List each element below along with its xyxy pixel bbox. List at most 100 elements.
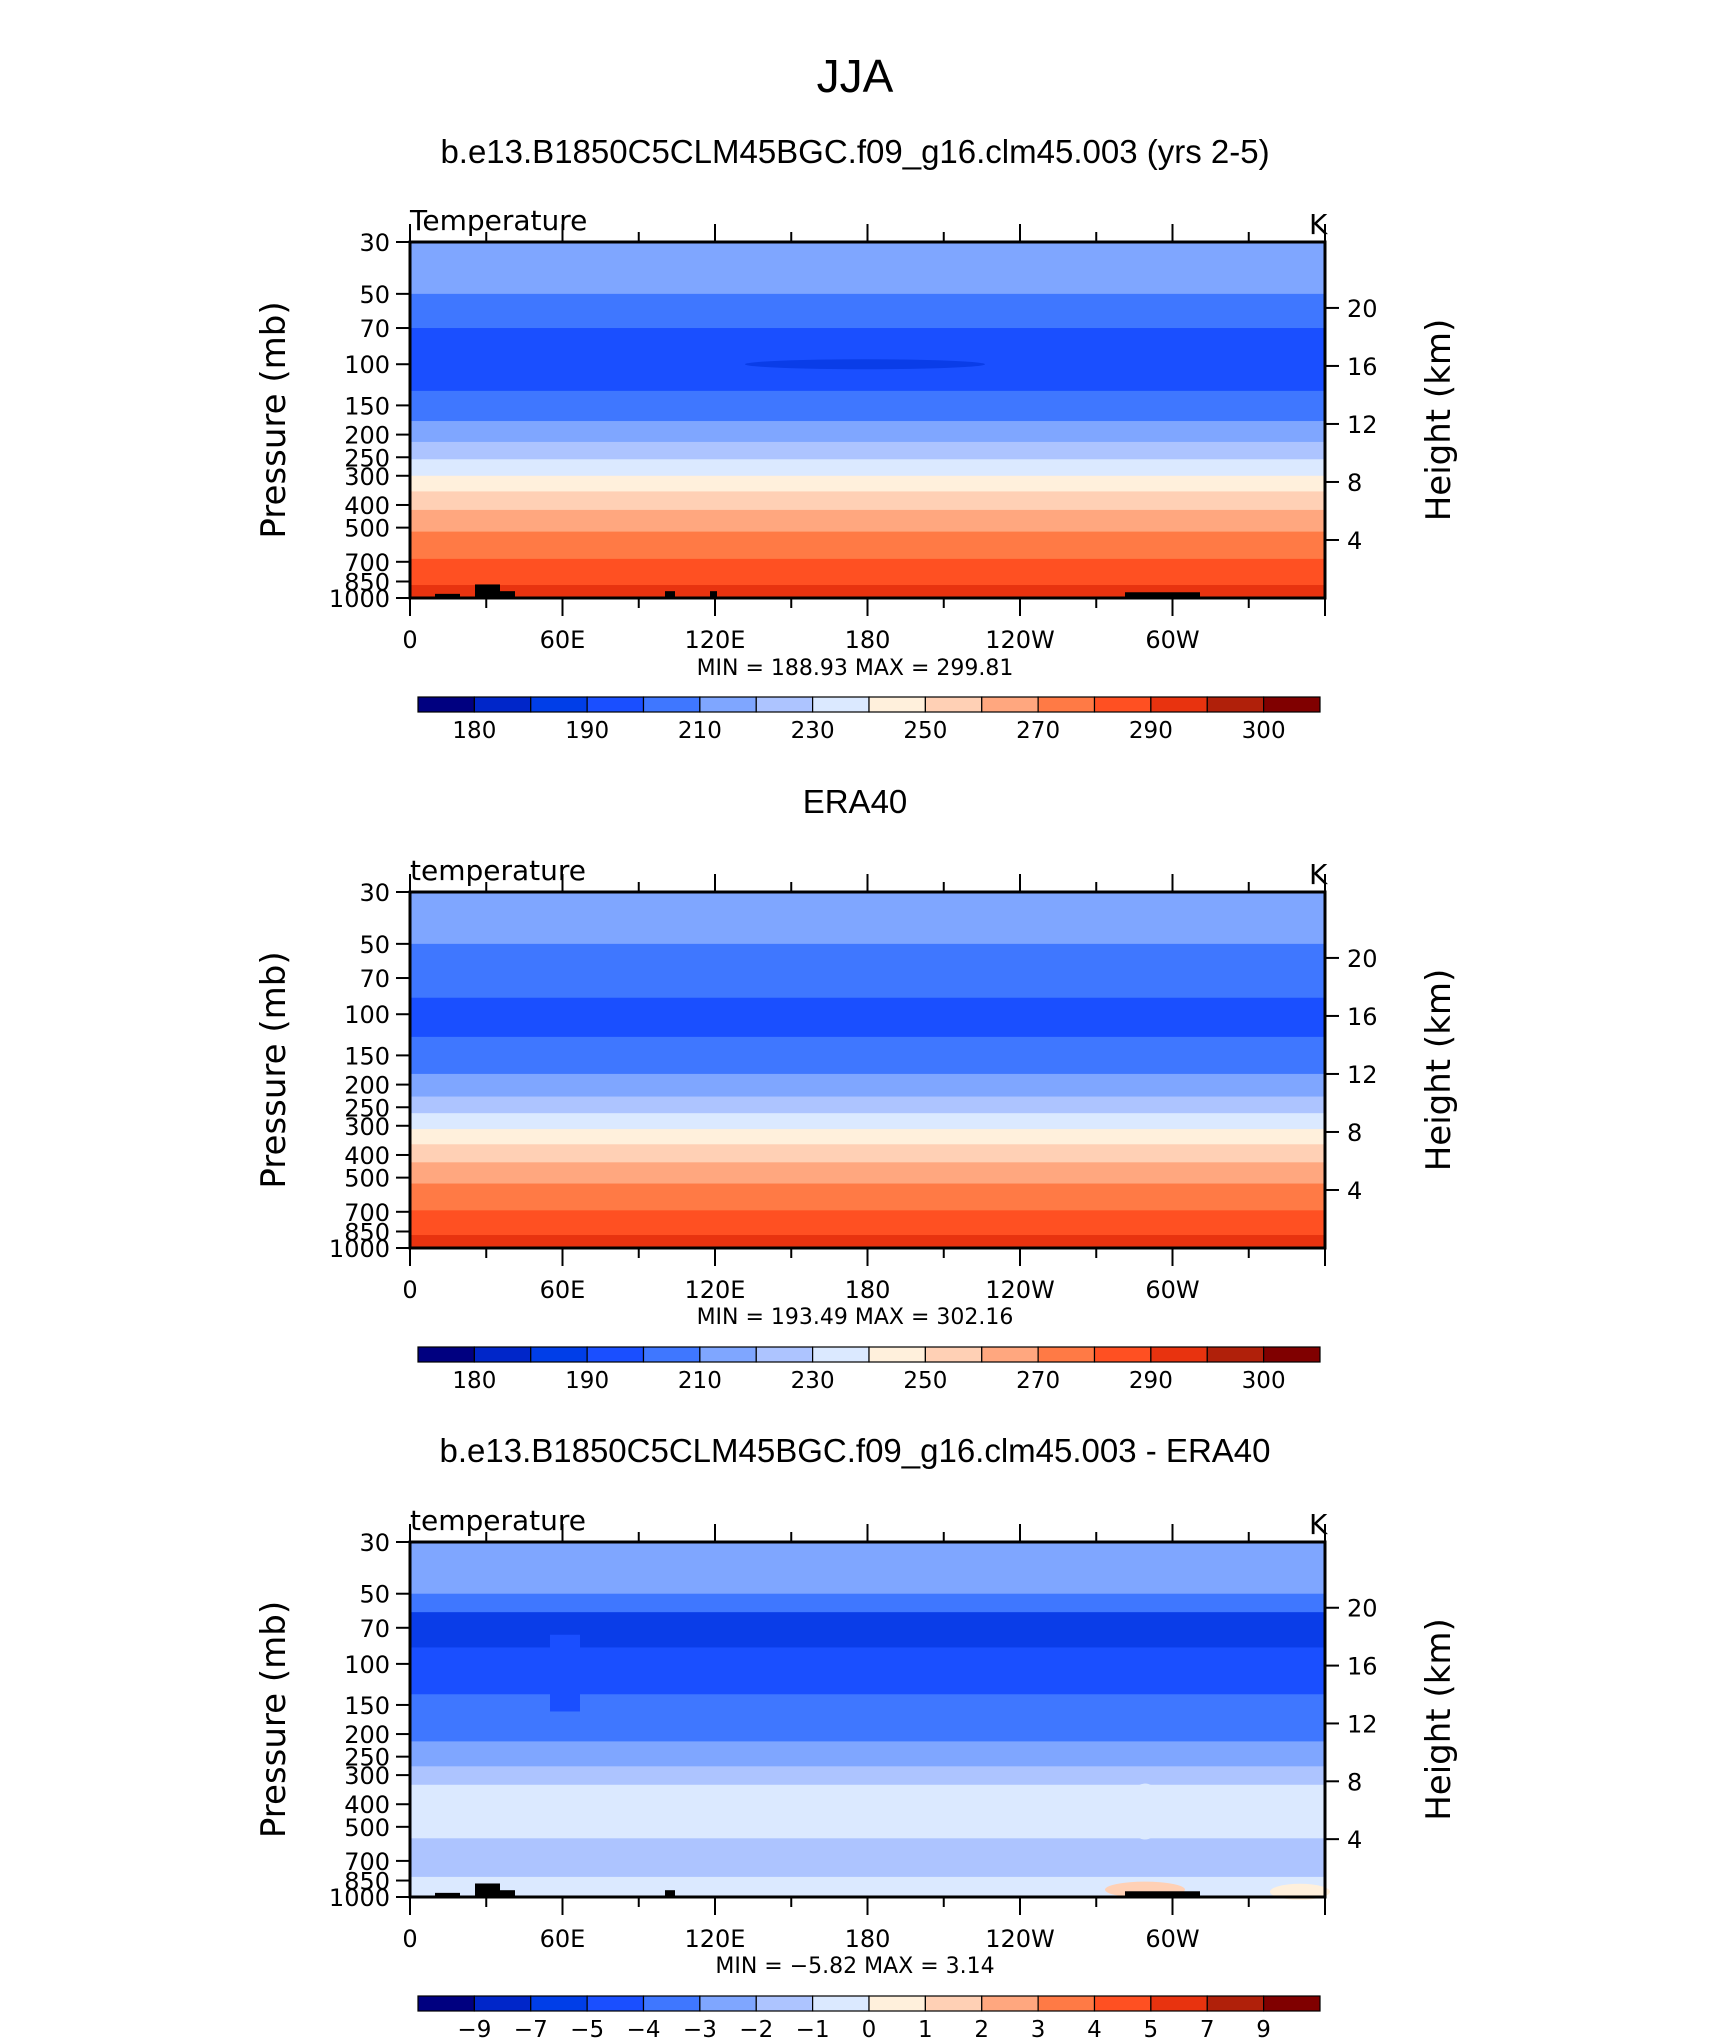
height-tick-label: 12 [1347, 1061, 1378, 1089]
contour-band [410, 1612, 1325, 1648]
topography [475, 584, 500, 598]
colorbar-box [586, 696, 645, 713]
colorbar-label: 3 [1031, 2017, 1046, 2038]
colorbar-label: 250 [903, 718, 947, 744]
contour-band [410, 1593, 1325, 1613]
colorbar: 180 190 210 230 250 270 290 300 [417, 1346, 1321, 1394]
colorbar-box [755, 1995, 814, 2012]
colorbar-box [699, 696, 757, 713]
pressure-tick-label: 400 [344, 1791, 390, 1819]
pressure-tick-label: 100 [344, 1001, 390, 1029]
pressure-tick-label: 850 [344, 1219, 390, 1247]
colorbar-box [417, 696, 475, 713]
contour-band [410, 1183, 1325, 1211]
lon-tick-label: 60W [1145, 626, 1199, 654]
pressure-tick-label: 70 [359, 1615, 390, 1643]
lon-tick-label: 0 [402, 626, 417, 654]
pressure-tick-label: 250 [344, 444, 390, 472]
pressure-tick-label: 100 [344, 1651, 390, 1679]
colorbar-box [1037, 1995, 1096, 2012]
colorbar-box [1093, 1995, 1152, 2012]
lon-tick-label: 0 [402, 1276, 417, 1304]
y-axis-label: Pressure (mb) [254, 1601, 294, 1838]
min-max-readout: MIN = 188.93 MAX = 299.81 [697, 656, 1014, 681]
contour-band [410, 558, 1325, 586]
pressure-tick-label: 1000 [329, 1235, 390, 1263]
topography [710, 591, 717, 598]
colorbar-label: 290 [1129, 718, 1173, 744]
colorbar-box [473, 1346, 532, 1363]
colorbar-box [417, 1346, 475, 1363]
topography [500, 1890, 515, 1897]
height-tick-label: 12 [1347, 411, 1378, 439]
colorbar-label: 1 [918, 2017, 933, 2038]
variable-label: temperature [410, 1504, 586, 1537]
lon-tick-label: 180 [845, 626, 891, 654]
colorbar-box [924, 1995, 983, 2012]
topography [665, 1890, 675, 1897]
panel-title: b.e13.B1850C5CLM45BGC.f09_g16.clm45.003 … [439, 1432, 1270, 1469]
colorbar-box [1037, 696, 1096, 713]
colorbar-label: 180 [452, 718, 496, 744]
colorbar-box [417, 1995, 475, 2012]
y-axis-label-right: Height (km) [1419, 319, 1459, 522]
contour-band [410, 1876, 1325, 1898]
panel-3: b.e13.B1850C5CLM45BGC.f09_g16.clm45.003 … [254, 1432, 1459, 2038]
pressure-tick-label: 150 [344, 1692, 390, 1720]
colorbar-box [1093, 696, 1152, 713]
contour-band [410, 459, 1325, 477]
min-max-readout: MIN = 193.49 MAX = 302.16 [697, 1305, 1014, 1330]
contour-band [410, 1113, 1325, 1130]
colorbar-box [586, 1995, 645, 2012]
contour-band [410, 441, 1325, 460]
cold-tropopause-core [745, 359, 985, 370]
colorbar-box [981, 1346, 1039, 1363]
colorbar-label: 250 [903, 1368, 947, 1394]
pressure-tick-label: 70 [359, 315, 390, 343]
topography [665, 591, 675, 598]
colorbar-box [530, 1995, 588, 2012]
pressure-tick-label: 50 [359, 281, 390, 309]
contour-band [410, 475, 1325, 492]
height-tick-label: 4 [1347, 527, 1362, 555]
pressure-tick-label: 500 [344, 1814, 390, 1842]
pressure-tick-label: 850 [344, 569, 390, 597]
contour-band [410, 1129, 1325, 1145]
height-tick-label: 4 [1347, 1177, 1362, 1205]
topography [500, 591, 515, 598]
anomaly-blob [1127, 1783, 1163, 1840]
variable-label: Temperature [409, 204, 587, 237]
height-tick-label: 8 [1347, 1768, 1362, 1796]
contour-band [410, 1694, 1325, 1742]
colorbar-label: 300 [1242, 1368, 1286, 1394]
colorbar-box [473, 696, 532, 713]
height-tick-label: 20 [1347, 295, 1378, 323]
pressure-tick-label: 30 [359, 1529, 390, 1557]
colorbar-label: −2 [739, 2017, 773, 2038]
pressure-tick-label: 150 [344, 1042, 390, 1070]
colorbar-label: −9 [457, 2017, 491, 2038]
contour-band [410, 1162, 1325, 1185]
contour-band [410, 293, 1325, 329]
lon-tick-label: 120W [985, 626, 1055, 654]
height-tick-label: 8 [1347, 469, 1362, 497]
pressure-tick-label: 250 [344, 1744, 390, 1772]
height-tick-label: 8 [1347, 1119, 1362, 1147]
contour-band [410, 1096, 1325, 1114]
colorbar-label: 210 [678, 1368, 722, 1394]
colorbar-box [473, 1995, 532, 2012]
contour-band [410, 531, 1325, 560]
colorbar-box [1206, 1995, 1265, 2012]
pressure-tick-label: 700 [344, 1848, 390, 1876]
pressure-tick-label: 30 [359, 229, 390, 257]
pressure-tick-label: 50 [359, 1581, 390, 1609]
panel-title: ERA40 [803, 783, 908, 820]
colorbar-box [530, 1346, 588, 1363]
lon-tick-label: 120E [685, 1276, 746, 1304]
lon-tick-label: 180 [845, 1276, 891, 1304]
colorbar-label: −1 [796, 2017, 830, 2038]
colorbar-box [868, 1346, 926, 1363]
contour-band [410, 1838, 1325, 1878]
colorbar-label: 2 [974, 2017, 989, 2038]
